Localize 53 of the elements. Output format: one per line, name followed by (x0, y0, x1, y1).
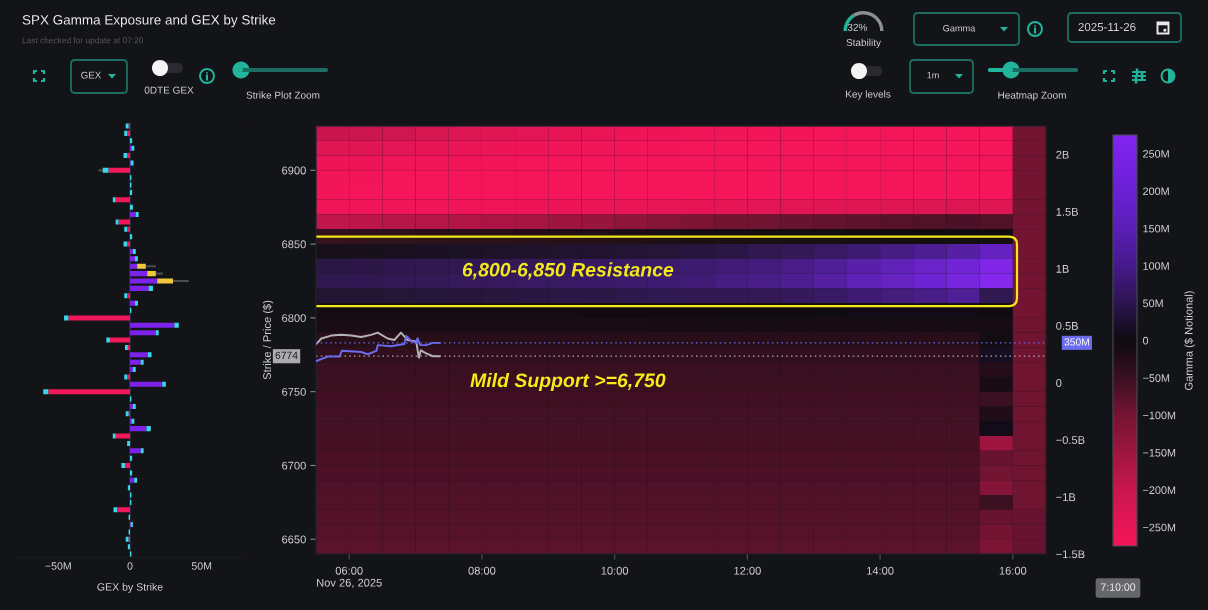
y2-tick-label: −0.5B (1056, 436, 1085, 444)
x-tick-label: 12:00 (734, 566, 761, 575)
y-tick-label: 6900 (282, 166, 306, 175)
x-tick-label: 50M (191, 562, 212, 570)
color-bar-title: Gamma ($ Notional) (1184, 291, 1195, 390)
text: 1m (927, 72, 939, 79)
color-bar-label: 200M (1143, 187, 1169, 196)
x-tick-label: 16:00 (999, 566, 1027, 575)
color-bar-label: 250M (1143, 150, 1169, 158)
y2-tick-label: −1.5B (1056, 550, 1085, 559)
text: 2025-11-26 (1078, 22, 1136, 32)
text: Key levels (846, 90, 891, 100)
text: Heatmap Zoom (998, 91, 1066, 101)
ref-line-label: 350M (1064, 338, 1089, 346)
color-bar-label: 100M (1143, 262, 1169, 270)
color-bar-label: 150M (1143, 224, 1169, 233)
text: SPX Gamma Exposure and GEX by Strike (22, 14, 276, 28)
y-tick-label: 6650 (282, 535, 306, 544)
x-tick-label: −50M (45, 562, 71, 570)
x-tick-label: 10:00 (601, 566, 629, 575)
y-tick-label: 6800 (282, 314, 306, 322)
y-tick-label: 6700 (282, 461, 306, 470)
text: Stability (846, 38, 881, 49)
y2-tick-label: −1B (1056, 493, 1076, 501)
text: Gamma (943, 24, 976, 32)
ref-line-label: 6774 (275, 351, 298, 359)
text: Strike Plot Zoom (246, 91, 320, 99)
text: 0DTE GEX (144, 86, 194, 94)
color-bar-label: −100M (1143, 411, 1176, 420)
text: GEX (81, 71, 102, 79)
color-bar-label: −250M (1143, 523, 1176, 532)
y-tick-label: 6750 (282, 387, 306, 396)
color-bar-label: 50M (1142, 299, 1163, 308)
y2-tick-label: 0 (1056, 379, 1062, 387)
color-bar-label: −200M (1143, 486, 1176, 494)
color-bar-label: −150M (1143, 448, 1176, 457)
y2-tick-label: 2B (1056, 150, 1069, 159)
y2-tick-label: 1B (1056, 265, 1069, 273)
x-axis-title: GEX by Strike (97, 582, 163, 593)
y-axis-title: Strike / Price ($) (262, 300, 274, 380)
color-bar-label: −50M (1143, 374, 1170, 382)
band-label: 6,800-6,850 Resistance (462, 262, 674, 280)
x-tick-label: 06:00 Nov 26, 2025 (317, 566, 382, 588)
x-tick-label: 14:00 (867, 566, 894, 575)
x-tick-label: 0 (127, 562, 133, 570)
y2-tick-label: 1.5B (1056, 207, 1078, 216)
annotation: Mild Support >=6,750 (470, 372, 666, 392)
x-tick-label: 08:00 (468, 566, 496, 575)
color-bar-label: 0 (1142, 336, 1149, 345)
y2-tick-label: 0.5B (1056, 322, 1078, 330)
y-tick-label: 6850 (282, 240, 306, 249)
data-label: 32% (847, 23, 868, 31)
text: 7:10:00 (1100, 583, 1136, 591)
